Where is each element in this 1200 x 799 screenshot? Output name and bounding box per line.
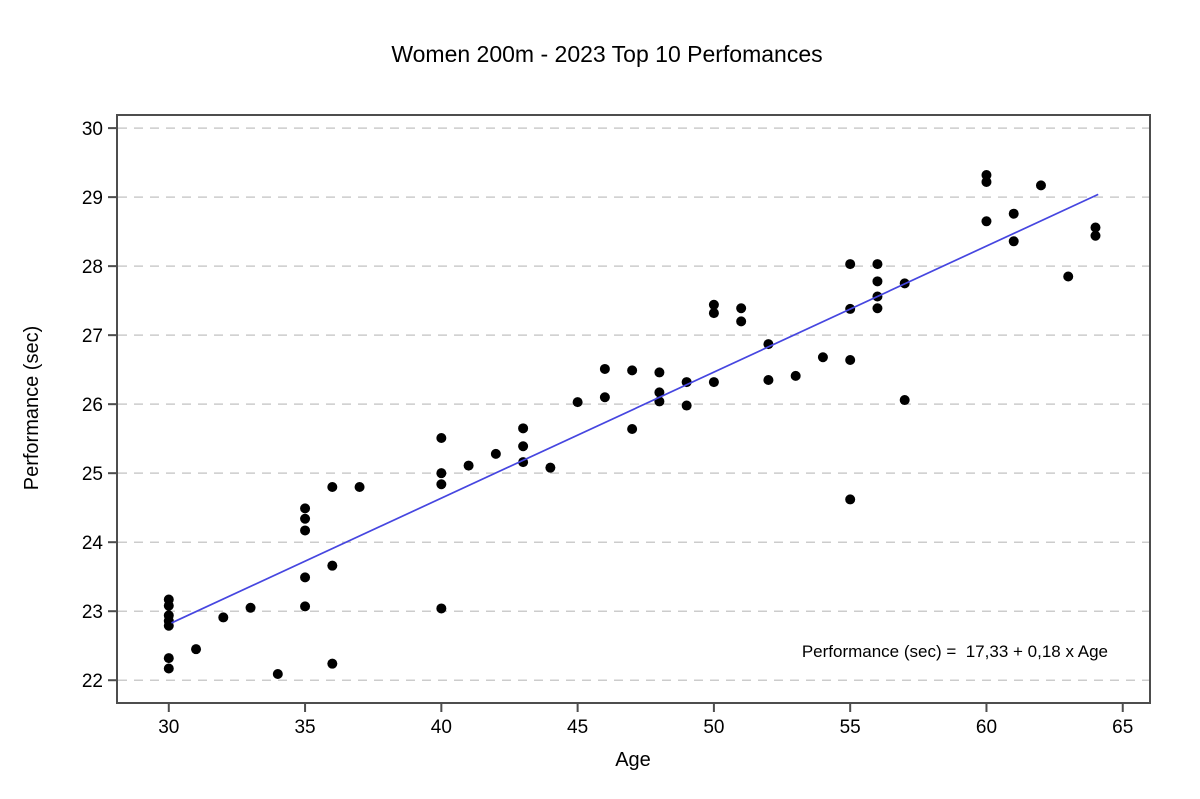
scatter-point bbox=[300, 572, 311, 583]
scatter-point bbox=[736, 303, 747, 314]
y-tick-label: 22 bbox=[82, 671, 103, 692]
y-axis-title: Performance (sec) bbox=[21, 326, 43, 491]
plot-frame bbox=[116, 114, 1151, 704]
scatter-point bbox=[354, 481, 365, 492]
scatter-point bbox=[654, 367, 665, 378]
y-tick-label: 26 bbox=[82, 395, 103, 416]
scatter-point bbox=[708, 299, 719, 310]
scatter-point bbox=[327, 481, 338, 492]
y-tick-label: 29 bbox=[82, 188, 103, 209]
scatter-point bbox=[736, 316, 747, 327]
scatter-point bbox=[790, 370, 801, 381]
scatter-point bbox=[981, 176, 992, 187]
scatter-point bbox=[981, 170, 992, 181]
scatter-point bbox=[163, 600, 174, 611]
x-tick-label: 60 bbox=[976, 717, 997, 738]
scatter-point bbox=[327, 560, 338, 571]
y-tick-label: 30 bbox=[82, 119, 103, 140]
scatter-point bbox=[300, 525, 311, 536]
scatter-point bbox=[163, 653, 174, 664]
scatter-point bbox=[245, 602, 256, 613]
scatter-point bbox=[681, 377, 692, 388]
y-tick-label: 27 bbox=[82, 326, 103, 347]
y-tick-label: 25 bbox=[82, 464, 103, 485]
scatter-point bbox=[817, 352, 828, 363]
scatter-point bbox=[981, 216, 992, 227]
scatter-point bbox=[436, 479, 447, 490]
scatter-point bbox=[327, 658, 338, 669]
scatter-point bbox=[163, 663, 174, 674]
scatter-point bbox=[899, 395, 910, 406]
scatter-point bbox=[708, 308, 719, 319]
scatter-point bbox=[599, 392, 610, 403]
x-tick-label: 40 bbox=[431, 717, 452, 738]
y-tick-label: 24 bbox=[82, 533, 104, 554]
scatter-point bbox=[436, 603, 447, 614]
scatter-point bbox=[191, 644, 202, 655]
scatter-point bbox=[1090, 230, 1101, 241]
trend-line bbox=[171, 193, 1099, 624]
scatter-point bbox=[845, 355, 856, 365]
x-tick-label: 50 bbox=[703, 717, 724, 738]
scatter-point bbox=[681, 400, 692, 411]
regression-equation-label: Performance (sec) = 17,33 + 0,18 x Age bbox=[802, 642, 1108, 661]
scatter-point bbox=[1090, 222, 1101, 233]
scatter-point bbox=[872, 303, 883, 314]
scatter-point bbox=[1035, 180, 1046, 191]
scatter-point bbox=[627, 365, 638, 376]
scatter-point bbox=[654, 387, 665, 398]
plot-area: 22 23 24 25 26 27 28 29 30 30 35 40 45 50 55 60 65 bbox=[82, 114, 1151, 738]
scatter-point bbox=[627, 424, 638, 435]
x-tick-label: 65 bbox=[1112, 717, 1133, 738]
scatter-point bbox=[572, 397, 583, 408]
scatter-point bbox=[300, 503, 311, 514]
scatter-point bbox=[708, 377, 719, 388]
scatter-point bbox=[436, 468, 447, 479]
x-tick-label: 30 bbox=[158, 717, 179, 738]
x-tick-label: 45 bbox=[567, 717, 588, 738]
x-tick-label: 55 bbox=[840, 717, 861, 738]
scatter-point bbox=[1008, 208, 1019, 219]
scatter-point bbox=[300, 601, 311, 612]
scatter-point bbox=[845, 494, 856, 505]
scatter-point bbox=[763, 375, 774, 386]
scatter-point bbox=[463, 460, 474, 471]
scatter-point bbox=[490, 448, 501, 459]
y-tick-label: 28 bbox=[82, 257, 103, 278]
scatter-point bbox=[845, 259, 856, 270]
x-axis-title: Age bbox=[615, 749, 651, 771]
scatter-point bbox=[518, 423, 529, 434]
scatter-point bbox=[272, 669, 283, 680]
scatter-point bbox=[300, 513, 311, 524]
scatter-point bbox=[545, 462, 556, 473]
scatter-point bbox=[872, 259, 883, 270]
scatter-point bbox=[218, 612, 229, 623]
y-tick-label: 23 bbox=[82, 602, 103, 623]
scatter-point bbox=[1063, 271, 1074, 282]
scatter-point bbox=[872, 276, 883, 287]
scatter-point bbox=[163, 620, 174, 631]
chart-title: Women 200m - 2023 Top 10 Perfomances bbox=[391, 41, 822, 67]
scatter-point bbox=[1008, 236, 1019, 247]
scatter-point bbox=[518, 441, 529, 452]
scatter-point bbox=[599, 363, 610, 374]
x-tick-label: 35 bbox=[294, 717, 315, 738]
scatter-point bbox=[436, 432, 447, 443]
